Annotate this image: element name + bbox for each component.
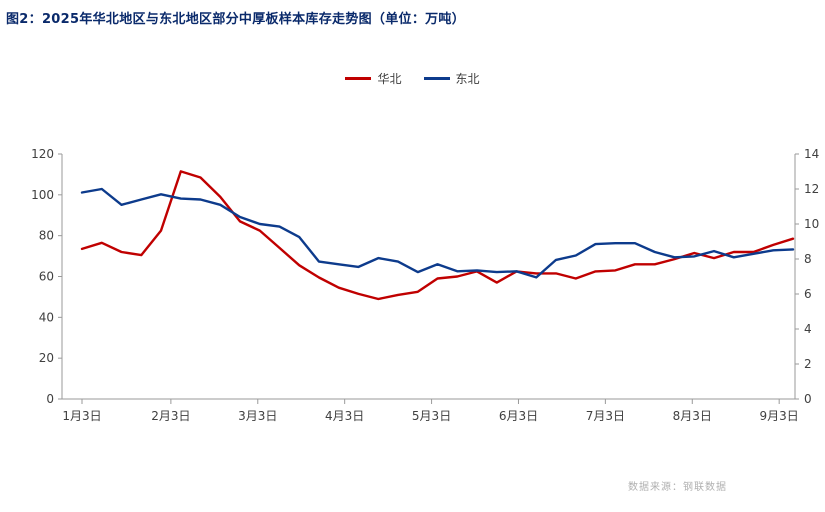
y-left-tick-label: 100	[31, 188, 54, 202]
x-tick-label: 3月3日	[238, 409, 277, 423]
y-left-tick-label: 60	[39, 270, 54, 284]
y-left-tick-label: 120	[31, 147, 54, 161]
chart-title: 图2：2025年华北地区与东北地区部分中厚板样本库存走势图（单位：万吨）	[6, 12, 466, 27]
y-right-tick-label: 2	[804, 357, 812, 371]
series-line-huabei	[80, 170, 795, 301]
x-tick-label: 9月3日	[760, 409, 799, 423]
y-right-tick-label: 4	[804, 322, 812, 336]
x-tick-label: 6月3日	[499, 409, 538, 423]
chart-legend: 华北 东北	[0, 70, 825, 87]
x-tick-label: 7月3日	[586, 409, 625, 423]
legend-swatch	[345, 77, 372, 80]
y-right-tick-label: 8	[804, 252, 812, 266]
y-right-tick-label: 6	[804, 287, 812, 301]
series-line-dongbei	[80, 187, 795, 279]
y-left-tick-label: 0	[46, 392, 54, 406]
y-right-tick-label: 14	[804, 147, 819, 161]
y-right-tick-label: 12	[804, 182, 819, 196]
legend-swatch	[423, 77, 450, 80]
y-left-tick-label: 40	[39, 310, 54, 324]
x-tick-label: 4月3日	[325, 409, 364, 423]
legend-item: 华北	[345, 70, 402, 87]
legend-label: 东北	[455, 72, 480, 86]
y-right-tick-label: 10	[804, 217, 819, 231]
legend-label: 华北	[377, 72, 402, 86]
data-source-note: 数据来源：钢联数据	[628, 482, 727, 493]
x-tick-label: 8月3日	[673, 409, 712, 423]
x-tick-label: 5月3日	[412, 409, 451, 423]
y-left-tick-label: 80	[39, 229, 54, 243]
y-right-tick-label: 0	[804, 392, 812, 406]
legend-item: 东北	[423, 70, 480, 87]
x-tick-label: 2月3日	[151, 409, 190, 423]
y-left-tick-label: 20	[39, 351, 54, 365]
x-tick-label: 1月3日	[62, 409, 101, 423]
